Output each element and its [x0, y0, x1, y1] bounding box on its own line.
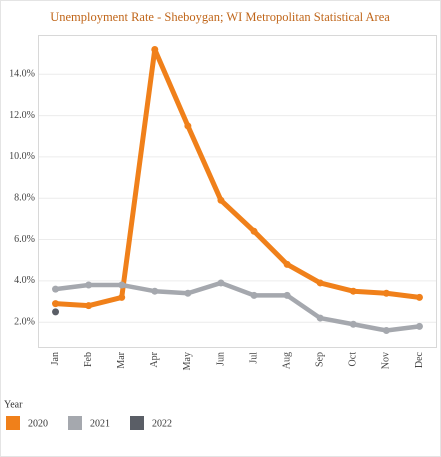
point [250, 291, 258, 299]
x-tick-label: Oct [348, 352, 359, 367]
point [382, 289, 390, 297]
point [85, 281, 93, 289]
point [52, 300, 60, 308]
x-tick-label: Dec [414, 351, 425, 368]
y-tick-label: 14.0% [9, 69, 35, 80]
legend-swatch [68, 416, 82, 430]
point [382, 326, 390, 334]
point [184, 289, 192, 297]
point [283, 291, 291, 299]
point [85, 302, 93, 310]
x-tick-label: Apr [149, 351, 160, 367]
x-tick-label: Feb [83, 352, 94, 367]
x-tick-label: Nov [381, 352, 392, 369]
point [250, 227, 258, 235]
point [415, 293, 423, 301]
point [316, 314, 324, 322]
legend-swatch [6, 416, 20, 430]
x-tick-label: Jul [248, 352, 259, 364]
y-tick-label: 12.0% [9, 110, 35, 121]
legend-label: 2021 [90, 418, 110, 429]
point [349, 287, 357, 295]
point [184, 122, 192, 130]
y-tick-label: 4.0% [14, 275, 35, 286]
y-tick-label: 8.0% [14, 193, 35, 204]
point [217, 196, 225, 204]
x-tick-label: Sep [315, 352, 326, 367]
y-tick-label: 2.0% [14, 317, 35, 328]
legend-label: 2020 [28, 418, 48, 429]
point [151, 287, 159, 295]
point [217, 279, 225, 287]
point [52, 308, 60, 316]
x-tick-label: Aug [281, 352, 292, 369]
point [316, 279, 324, 287]
series-line [53, 280, 422, 333]
x-tick-label: May [182, 352, 193, 370]
point [52, 285, 60, 293]
x-tick-label: Mar [116, 351, 127, 368]
legend-title: Year [4, 399, 23, 410]
x-tick-label: Jun [215, 352, 226, 366]
point [283, 260, 291, 268]
plot-frame [38, 35, 437, 348]
point [151, 45, 159, 53]
y-tick-label: 6.0% [14, 234, 35, 245]
point [118, 281, 126, 289]
x-tick-label: Jan [50, 352, 61, 365]
point [349, 320, 357, 328]
y-tick-label: 10.0% [9, 151, 35, 162]
legend-label: 2022 [152, 418, 172, 429]
chart-title: Unemployment Rate - Sheboygan; WI Metrop… [50, 10, 390, 24]
point [415, 322, 423, 330]
point [118, 293, 126, 301]
series-line [53, 46, 422, 309]
legend-swatch [130, 416, 144, 430]
